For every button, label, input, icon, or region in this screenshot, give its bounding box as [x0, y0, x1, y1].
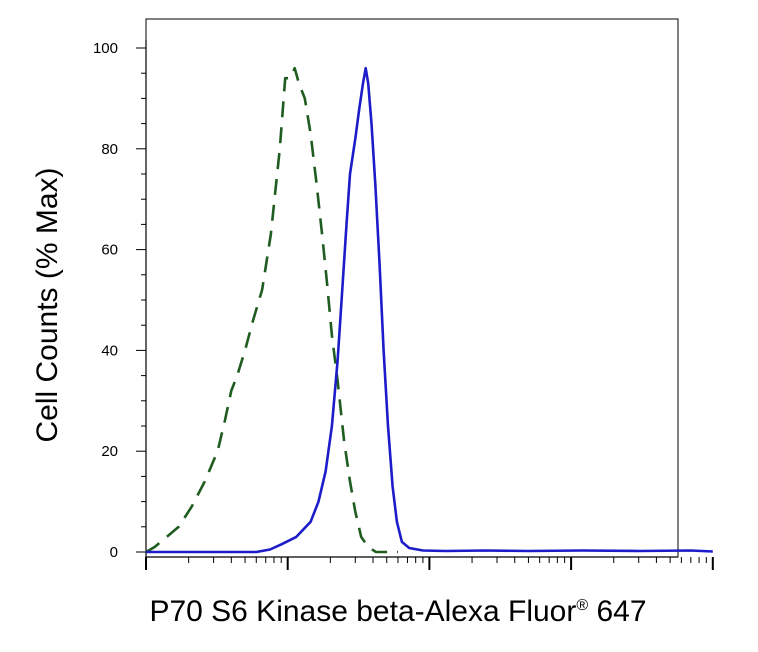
y-tick-label: 40 — [101, 342, 118, 359]
y-tick-label: 20 — [101, 443, 118, 460]
x-axis-title: P70 S6 Kinase beta-Alexa Fluor® 647 — [149, 595, 646, 628]
series-layer — [145, 66, 713, 554]
series-line-solid — [146, 66, 713, 554]
x-axis-title-tail: 647 — [588, 595, 646, 628]
y-axis: 0 20 40 60 80 100 — [93, 40, 147, 561]
y-tick-label: 80 — [101, 141, 118, 158]
x-axis-title-sup: ® — [576, 597, 588, 614]
x-axis — [145, 556, 714, 570]
y-tick-label: 100 — [93, 40, 118, 57]
y-axis-title: Cell Counts (% Max) — [31, 167, 64, 442]
plot-frame — [145, 18, 679, 558]
x-axis-title-main: P70 S6 Kinase beta-Alexa Fluor — [149, 595, 576, 628]
y-tick-label: 0 — [110, 544, 118, 561]
y-tick-label: 60 — [101, 242, 118, 259]
series-line-dashed — [145, 66, 398, 554]
